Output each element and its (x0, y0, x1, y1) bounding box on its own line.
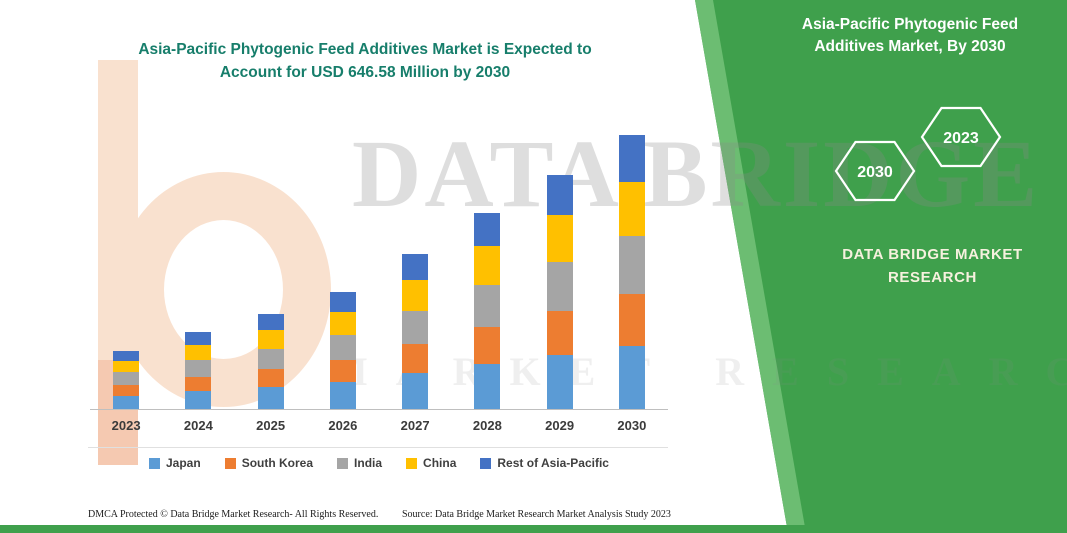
bar-segment-china-2030 (618, 181, 645, 237)
bar-segment-rest-of-asia-pacific-2028 (474, 212, 501, 247)
legend-label-rest-of-asia-pacific: Rest of Asia-Pacific (497, 456, 609, 470)
dmca-footer-text: DMCA Protected © Data Bridge Market Rese… (88, 509, 379, 520)
hexagon-2023-label: 2023 (943, 130, 979, 147)
side-panel-title: Asia-Pacific Phytogenic Feed Additives M… (758, 14, 1062, 59)
bar-segment-india-2023 (113, 372, 140, 385)
x-label-2026: 2026 (328, 418, 358, 433)
stacked-bar-chart (90, 120, 668, 410)
bar-segment-rest-of-asia-pacific-2030 (618, 135, 645, 182)
legend-swatch-india (337, 457, 349, 469)
legend-swatch-china (406, 457, 418, 469)
x-label-2029: 2029 (545, 418, 575, 433)
brand-wordmark: DATA BRIDGE MARKET RESEARCH (790, 243, 1067, 290)
bar-segment-south-korea-2027 (402, 343, 429, 374)
bar-2030 (618, 135, 645, 409)
x-label-2024: 2024 (183, 418, 213, 433)
bar-2028 (474, 212, 501, 409)
page-title-line2: Account for USD 646.58 Million by 2030 (219, 64, 511, 82)
page-title: Asia-Pacific Phytogenic Feed Additives M… (70, 38, 660, 85)
bar-segment-india-2026 (329, 335, 356, 360)
bar-segment-china-2026 (329, 311, 356, 336)
bar-segment-japan-2023 (113, 395, 140, 409)
chart-legend: Japan South Korea India China Rest of Asia-P… (90, 456, 668, 470)
bar-segment-india-2025 (257, 349, 284, 370)
bar-segment-japan-2024 (185, 391, 212, 409)
legend-label-japan: Japan (166, 456, 201, 470)
legend-swatch-japan (149, 457, 160, 469)
x-label-2027: 2027 (400, 418, 430, 433)
hexagon-2030-label: 2030 (857, 164, 893, 181)
bar-segment-japan-2027 (402, 373, 429, 409)
bar-segment-rest-of-asia-pacific-2025 (257, 314, 284, 331)
hexagon-2023-icon (920, 106, 1002, 168)
x-label-2025: 2025 (256, 418, 286, 433)
bar-segment-japan-2029 (546, 355, 573, 409)
x-axis-labels: 2023 2024 2025 2026 2027 2028 2029 2030 (90, 418, 668, 433)
bar-segment-south-korea-2030 (618, 293, 645, 346)
bar-segment-south-korea-2029 (546, 310, 573, 356)
bar-segment-india-2024 (185, 360, 212, 377)
dbmr-logo-watermark (98, 60, 338, 470)
bar-2025 (257, 314, 284, 409)
legend-item-india: India (337, 456, 382, 470)
bar-segment-china-2025 (257, 330, 284, 350)
bar-segment-rest-of-asia-pacific-2027 (402, 253, 429, 281)
legend-label-china: China (423, 456, 457, 470)
legend-swatch-south-korea (224, 457, 236, 469)
bar-segment-india-2028 (474, 285, 501, 327)
hexagon-2030-icon (834, 140, 916, 202)
bar-segment-south-korea-2025 (257, 369, 284, 388)
x-label-2030: 2030 (617, 418, 647, 433)
x-label-2023: 2023 (111, 418, 141, 433)
bar-2024 (185, 331, 212, 409)
bar-2023 (113, 350, 140, 409)
bar-segment-japan-2030 (618, 346, 645, 409)
bar-segment-china-2023 (113, 360, 140, 373)
bar-segment-china-2028 (474, 246, 501, 286)
bar-segment-rest-of-asia-pacific-2026 (329, 292, 356, 312)
hexagon-badges: 2030 2023 (834, 106, 1002, 202)
bar-2029 (546, 175, 573, 409)
bottom-green-bar (0, 525, 1067, 533)
bar-segment-rest-of-asia-pacific-2024 (185, 331, 212, 345)
watermark-market-research: MARKET RESEARCH (330, 349, 1067, 394)
bar-segment-south-korea-2024 (185, 376, 212, 392)
legend-label-india: India (354, 456, 383, 470)
brand-line1: DATA BRIDGE MARKET (842, 246, 1023, 263)
bar-segment-india-2029 (546, 261, 573, 311)
source-footer-text: Source: Data Bridge Market Research Mark… (402, 509, 671, 520)
bar-segment-south-korea-2023 (113, 384, 140, 396)
legend-separator-line (88, 447, 668, 448)
legend-item-rest-of-asia-pacific: Rest of Asia-Pacific (480, 456, 609, 470)
legend-swatch-rest-of-asia-pacific (480, 457, 492, 469)
brand-line2: RESEARCH (888, 269, 977, 287)
bar-group (90, 120, 668, 409)
bar-segment-india-2030 (618, 236, 645, 294)
bar-segment-rest-of-asia-pacific-2023 (113, 350, 140, 361)
bar-segment-south-korea-2028 (474, 326, 501, 364)
page-title-line1: Asia-Pacific Phytogenic Feed Additives M… (138, 41, 592, 58)
bar-segment-china-2029 (546, 214, 573, 262)
bar-2027 (402, 253, 429, 409)
bar-segment-china-2027 (402, 280, 429, 312)
bar-segment-india-2027 (402, 311, 429, 344)
bar-segment-rest-of-asia-pacific-2029 (546, 175, 573, 215)
side-panel-title-line2: Additives Market, By 2030 (814, 38, 1006, 56)
bar-2026 (329, 292, 356, 409)
bar-segment-south-korea-2026 (329, 359, 356, 383)
bar-segment-japan-2026 (329, 382, 356, 409)
legend-item-south-korea: South Korea (224, 456, 314, 470)
legend-item-japan: Japan (149, 456, 201, 470)
bar-segment-china-2024 (185, 345, 212, 361)
x-label-2028: 2028 (472, 418, 502, 433)
side-panel-title-line1: Asia-Pacific Phytogenic Feed (801, 16, 1019, 33)
legend-item-china: China (406, 456, 456, 470)
bar-segment-japan-2028 (474, 363, 501, 409)
legend-label-south-korea: South Korea (241, 456, 314, 470)
bar-segment-japan-2025 (257, 387, 284, 409)
